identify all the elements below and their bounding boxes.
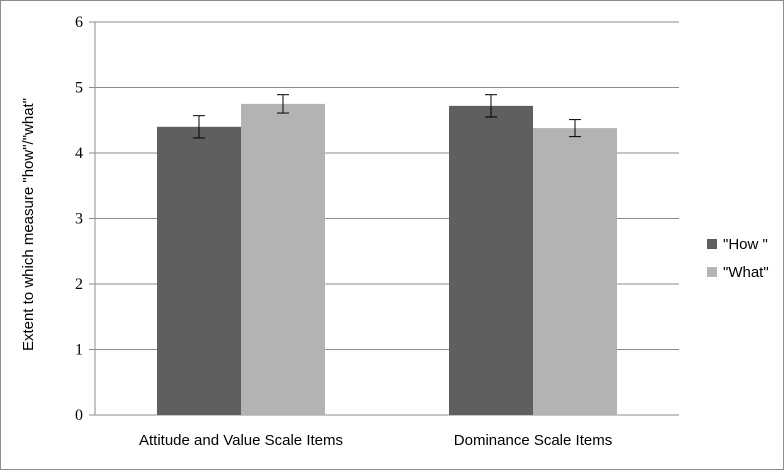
bar [157, 126, 241, 416]
legend-label: "How " [723, 236, 768, 253]
y-tick-label: 5 [75, 80, 83, 97]
bar [533, 128, 617, 416]
x-category-labels: Attitude and Value Scale Items Dominance … [139, 432, 612, 449]
y-tick-label: 3 [75, 211, 83, 228]
y-axis-title: Extent to which measure "how"/"what" [20, 98, 37, 351]
y-tick-labels: 0 1 2 3 4 5 6 [75, 14, 83, 424]
bars [157, 103, 617, 416]
x-category-label: Dominance Scale Items [454, 432, 612, 449]
legend-swatch [707, 267, 717, 277]
y-tick-label: 2 [75, 276, 83, 293]
bar [241, 103, 325, 415]
x-category-label: Attitude and Value Scale Items [139, 432, 343, 449]
legend: "How " "What" [707, 236, 769, 281]
y-tick-label: 1 [75, 342, 83, 359]
legend-swatch [707, 239, 717, 249]
bar [449, 105, 533, 415]
error-bars [193, 94, 581, 139]
legend-label: "What" [723, 264, 769, 281]
y-tick-label: 4 [75, 145, 83, 162]
y-tick-label: 6 [75, 14, 83, 31]
y-tick-label: 0 [75, 407, 83, 424]
